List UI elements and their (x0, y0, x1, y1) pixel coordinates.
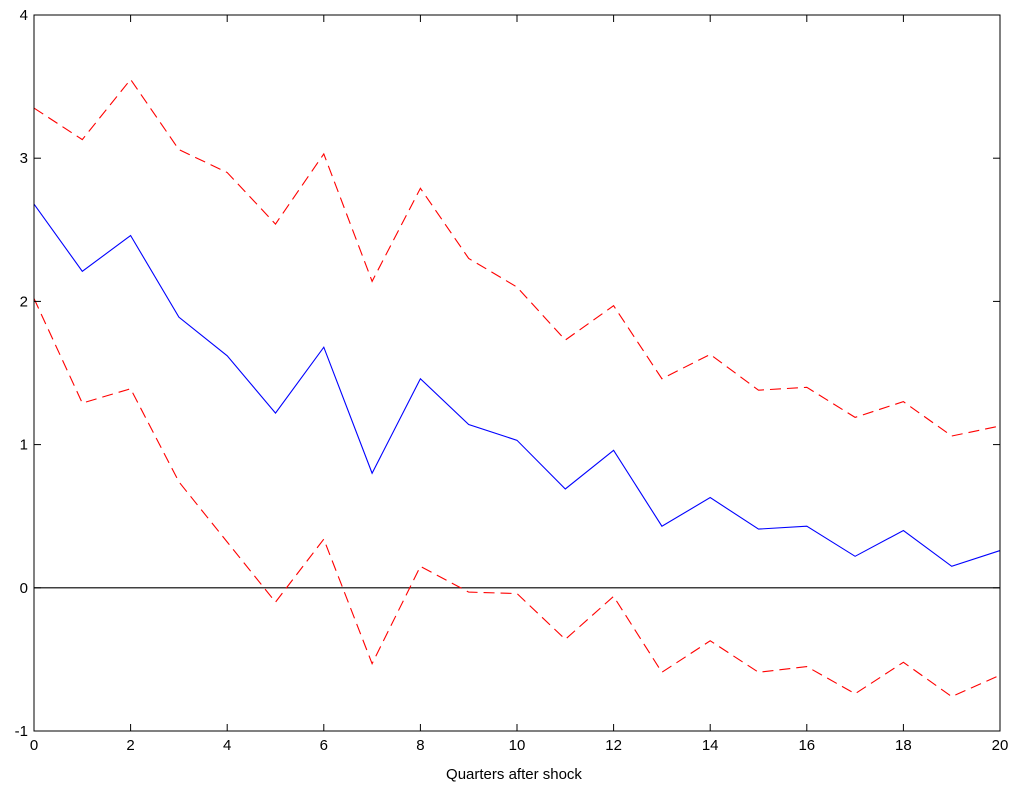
series-point-estimate-line (33, 203, 1001, 567)
y-tick-label: 1 (20, 437, 28, 454)
x-tick-label: 6 (320, 737, 328, 754)
series-upper-band-line (33, 78, 1001, 437)
plot-frame (33, 14, 1001, 732)
x-tick-label: 14 (702, 737, 719, 754)
x-tick-label: 8 (416, 737, 424, 754)
series-lower-band-line (33, 298, 1001, 698)
x-tick-label: 18 (895, 737, 912, 754)
x-tick-label: 10 (509, 737, 526, 754)
plot-layer (33, 78, 1001, 698)
y-tick-label: 3 (20, 150, 28, 167)
x-tick-label: 16 (798, 737, 815, 754)
x-tick-label: 2 (126, 737, 134, 754)
x-tick-label: 0 (30, 737, 38, 754)
x-axis-label: Quarters after shock (446, 766, 582, 783)
x-tick-label: 4 (223, 737, 231, 754)
y-tick-label: 2 (20, 293, 28, 310)
x-tick-label: 20 (992, 737, 1009, 754)
y-tick-label: -1 (15, 723, 28, 740)
y-tick-label: 4 (20, 7, 28, 24)
y-tick-label: 0 (20, 580, 28, 597)
x-tick-label: 12 (605, 737, 622, 754)
